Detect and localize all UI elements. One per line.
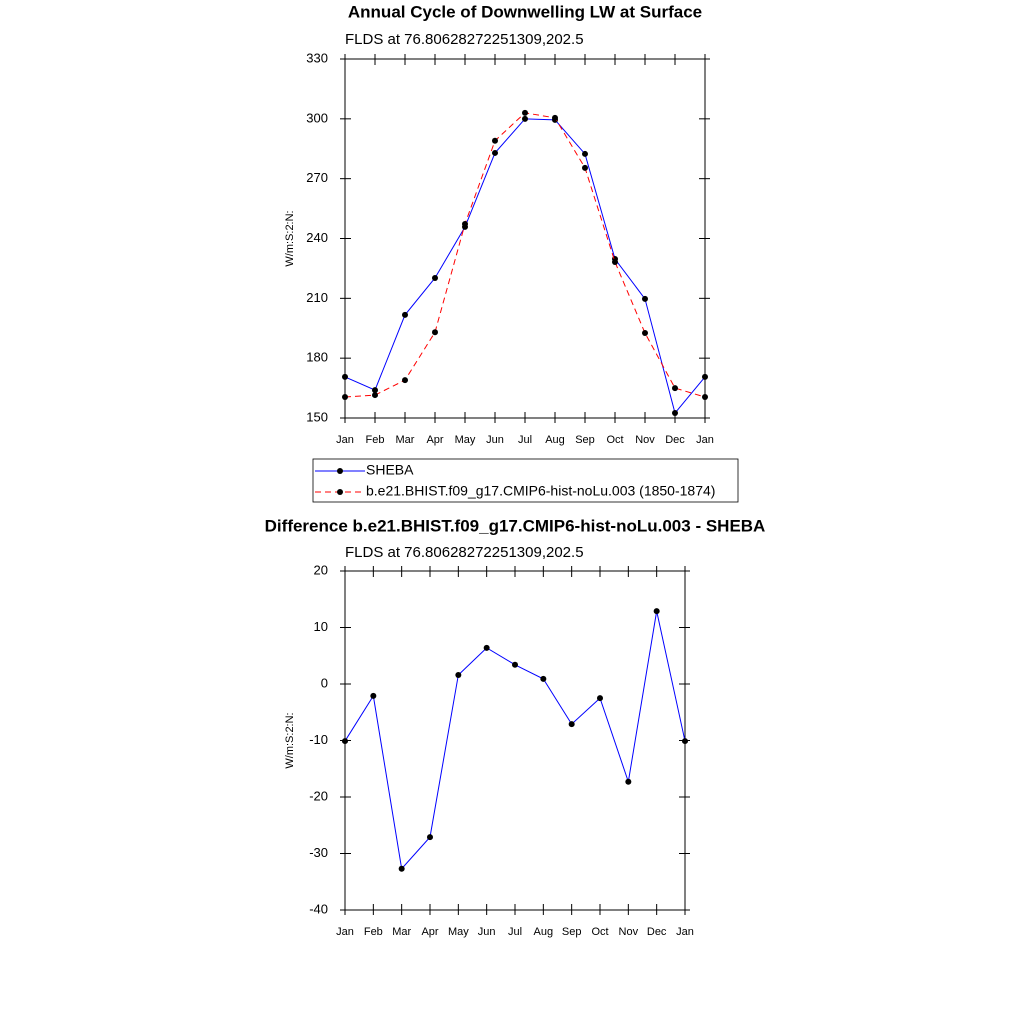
legend-box [312, 458, 739, 503]
plot-frame [344, 570, 686, 911]
y-tick-label: 20 [314, 562, 328, 577]
chart-subtitle: FLDS at 76.80628272251309,202.5 [345, 544, 584, 561]
y-axis-label: W/m:S:2:N: [284, 712, 296, 768]
x-tick-label: Mar [396, 434, 415, 446]
y-tick-label: 210 [306, 290, 328, 305]
chart-title: Annual Cycle of Downwelling LW at Surfac… [348, 2, 702, 21]
data-point [682, 738, 688, 745]
y-tick-label: -30 [309, 845, 328, 860]
series-line [344, 118, 706, 415]
legend-marker [337, 468, 343, 474]
data-point [672, 410, 678, 417]
y-tick-label: 240 [306, 230, 328, 245]
y-tick-label: 270 [306, 170, 328, 185]
x-tick-label: Aug [545, 434, 565, 446]
data-point [653, 608, 660, 615]
data-point [672, 385, 678, 392]
data-point [702, 373, 708, 380]
data-point [552, 114, 558, 121]
x-tick-label: Dec [665, 434, 685, 446]
data-point [492, 149, 498, 156]
x-tick-label: Jan [336, 926, 354, 938]
data-point [625, 778, 632, 785]
x-tick-label: Jan [336, 434, 354, 446]
data-point [455, 671, 462, 678]
data-point [370, 692, 377, 699]
y-tick-label: -40 [309, 901, 328, 916]
chart-title: Difference b.e21.BHIST.f09_g17.CMIP6-his… [265, 516, 766, 535]
x-tick-label: Nov [635, 434, 655, 446]
y-tick-label: 330 [306, 50, 328, 65]
y-tick-label: -10 [309, 732, 328, 747]
x-tick-label: Dec [647, 926, 667, 938]
legend-marker [337, 489, 343, 495]
x-tick-label: Jul [508, 926, 522, 938]
data-point [522, 109, 528, 116]
data-point [642, 295, 648, 302]
x-tick-label: May [448, 926, 469, 938]
x-tick-label: Sep [575, 434, 595, 446]
x-tick-label: Mar [392, 926, 411, 938]
data-point [492, 137, 498, 144]
x-tick-label: Jun [478, 926, 496, 938]
data-point [462, 220, 468, 227]
data-point [568, 721, 575, 728]
y-tick-label: 150 [306, 409, 328, 424]
x-tick-label: Sep [562, 926, 582, 938]
y-axis-label: W/m:S:2:N: [284, 210, 296, 266]
legend-label: SHEBA [366, 462, 414, 478]
x-tick-label: Oct [606, 434, 623, 446]
x-tick-label: Jun [486, 434, 504, 446]
data-point [402, 311, 408, 318]
y-tick-label: 300 [306, 110, 328, 125]
y-tick-label: -20 [309, 788, 328, 803]
data-point [398, 865, 405, 872]
x-tick-label: Feb [364, 926, 383, 938]
data-point [540, 675, 547, 682]
data-point [427, 834, 433, 841]
data-point [342, 738, 348, 745]
data-point [402, 377, 408, 384]
x-tick-label: Oct [591, 926, 608, 938]
x-tick-label: Jan [696, 434, 714, 446]
data-point [612, 259, 618, 266]
x-tick-label: May [455, 434, 476, 446]
data-point [483, 644, 490, 651]
data-point [372, 392, 378, 399]
data-point [432, 329, 438, 336]
series-line [344, 611, 686, 870]
chart-subtitle: FLDS at 76.80628272251309,202.5 [345, 31, 584, 48]
data-point [372, 387, 378, 394]
data-point [582, 164, 588, 171]
x-tick-label: Apr [421, 926, 438, 938]
legend-label: b.e21.BHIST.f09_g17.CMIP6-hist-noLu.003 … [366, 483, 715, 499]
data-point [432, 274, 438, 281]
x-tick-label: Feb [366, 434, 385, 446]
series-line [344, 112, 706, 398]
y-tick-label: 180 [306, 350, 328, 365]
data-point [702, 394, 708, 401]
x-tick-label: Aug [534, 926, 554, 938]
y-tick-label: 0 [321, 675, 328, 690]
x-tick-label: Jul [518, 434, 532, 446]
data-point [342, 394, 348, 401]
data-point [342, 373, 348, 380]
x-tick-label: Nov [619, 926, 639, 938]
data-point [522, 115, 528, 122]
x-tick-label: Apr [426, 434, 443, 446]
data-point [582, 150, 588, 157]
x-tick-label: Jan [676, 926, 694, 938]
data-point [597, 695, 603, 702]
data-point [642, 330, 648, 337]
y-tick-label: 10 [314, 619, 328, 634]
data-point [512, 661, 518, 668]
